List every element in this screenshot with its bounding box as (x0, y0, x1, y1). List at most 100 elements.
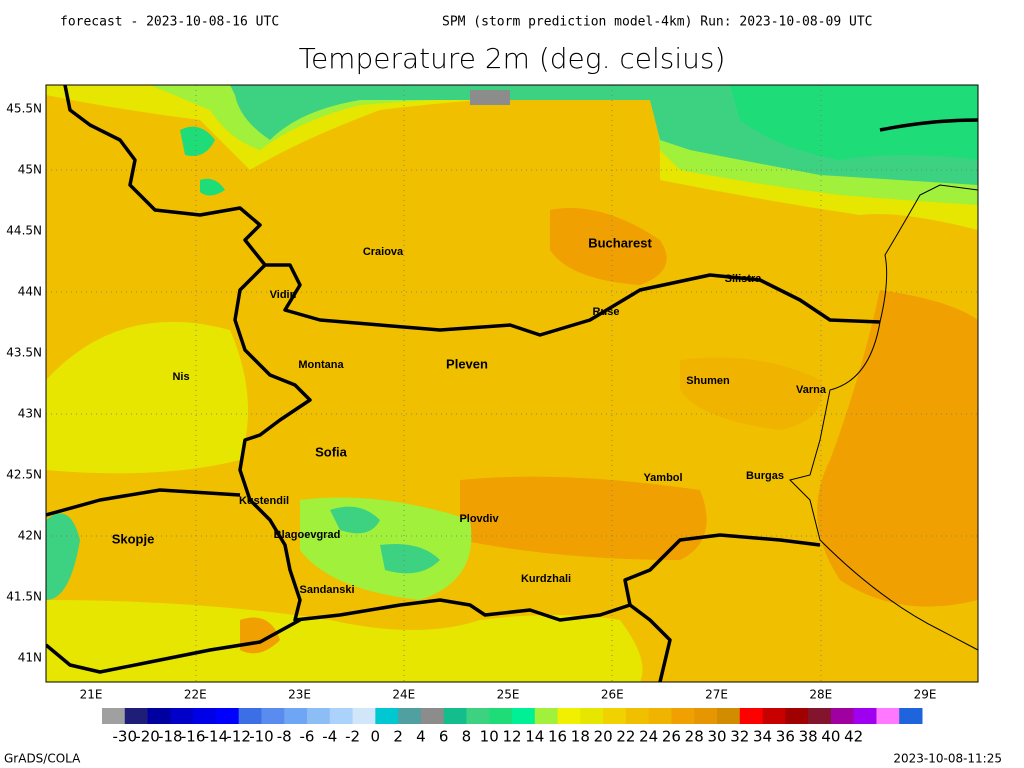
colorbar-label: 10 (480, 728, 499, 746)
colorbar-swatch (808, 708, 832, 724)
run-info: SPM (storm prediction model-4km) Run: 20… (442, 15, 872, 30)
lon-label: 26E (601, 688, 624, 702)
lat-label: 41N (18, 651, 42, 665)
lat-label: 45.5N (6, 102, 42, 116)
lat-label: 43N (18, 407, 42, 421)
colorbar-swatch (124, 708, 149, 724)
lon-label: 29E (914, 688, 937, 702)
colorbar-label: -4 (322, 728, 337, 746)
city-label: Bucharest (588, 235, 652, 250)
colorbar-label: 24 (639, 728, 658, 746)
colorbar-swatch (899, 708, 923, 724)
colorbar-label: -20 (135, 728, 160, 746)
colorbar-swatch (853, 708, 877, 724)
colorbar-label: 2 (393, 728, 403, 746)
colorbar-swatch (307, 708, 331, 724)
colorbar-label: 20 (594, 728, 613, 746)
colorbar-label: -16 (181, 728, 206, 746)
lat-label: 41.5N (6, 590, 42, 604)
colorbar-swatch (489, 708, 513, 724)
colorbar-label: 30 (707, 728, 726, 746)
colorbar-swatch (671, 708, 695, 724)
city-label: Yambol (643, 472, 682, 484)
colorbar-label: -10 (249, 728, 274, 746)
city-label: Craiova (363, 246, 404, 258)
footer-right: 2023-10-08-11:25 (893, 752, 1002, 766)
colorbar-swatch (443, 708, 467, 724)
colorbar-swatch (762, 708, 786, 724)
colorbar-swatch (603, 708, 627, 724)
city-label: Burgas (746, 470, 784, 482)
lat-label: 43.5N (6, 346, 42, 360)
city-label: Silistra (725, 273, 763, 285)
colorbar-swatch (170, 708, 194, 724)
colorbar-swatch (557, 708, 581, 724)
lon-label: 23E (288, 688, 311, 702)
colorbar-label: -30 (113, 728, 138, 746)
map-frame (45, 84, 979, 683)
colorbar-label: 36 (776, 728, 795, 746)
forecast-time: forecast - 2023-10-08-16 UTC (60, 15, 279, 30)
city-label: Vidin (270, 289, 297, 301)
colorbar-label: 38 (799, 728, 818, 746)
colorbar-swatch (785, 708, 809, 724)
colorbar-swatch (375, 708, 399, 724)
colorbar-swatch (352, 708, 376, 724)
lat-label: 44N (18, 285, 42, 299)
colorbar-swatch (717, 708, 741, 724)
city-label: Ruse (593, 306, 620, 318)
colorbar-label: -18 (158, 728, 183, 746)
lon-label: 22E (184, 688, 207, 702)
grid (46, 85, 978, 682)
colorbar-label: 42 (844, 728, 863, 746)
lon-label: 28E (809, 688, 832, 702)
temperature-field (46, 85, 978, 682)
colorbar-swatch (876, 708, 900, 724)
colorbar-label: 26 (662, 728, 681, 746)
city-label: Varna (796, 384, 827, 396)
lat-label: 44.5N (6, 224, 42, 238)
colorbar-label: 32 (730, 728, 749, 746)
colorbar-label: 40 (821, 728, 840, 746)
colorbar-swatch (398, 708, 422, 724)
lon-label: 21E (80, 688, 103, 702)
borders (46, 85, 978, 682)
colorbar-swatch (625, 708, 650, 724)
city-label: Kurdzhali (521, 573, 571, 585)
colorbar-swatch (420, 708, 445, 724)
colorbar-label: 34 (753, 728, 772, 746)
colorbar-label: 22 (616, 728, 635, 746)
colorbar-label: -2 (345, 728, 360, 746)
lat-label: 42.5N (6, 468, 42, 482)
colorbar-swatch (193, 708, 217, 724)
colorbar-swatch (739, 708, 764, 724)
colorbar-swatch (512, 708, 536, 724)
colorbar-swatch (238, 708, 262, 724)
city-label: Pleven (446, 356, 488, 371)
colorbar-swatch (830, 708, 855, 724)
city-label: Skopje (112, 531, 155, 546)
city-label: Sandanski (299, 584, 354, 596)
colorbar-label: 18 (571, 728, 590, 746)
lon-label: 27E (705, 688, 728, 702)
lat-label: 42N (18, 529, 42, 543)
lon-label: 24E (392, 688, 415, 702)
colorbar-label: -8 (277, 728, 292, 746)
colorbar-swatch (261, 708, 285, 724)
footer-left: GrADS/COLA (4, 752, 81, 766)
colorbar-label: 14 (525, 728, 544, 746)
city-label: Montana (298, 359, 344, 371)
colorbar-label: -14 (204, 728, 229, 746)
city-label: Kustendil (239, 495, 289, 507)
colorbar-swatch (102, 708, 126, 724)
colorbar-label: -6 (300, 728, 315, 746)
colorbar-swatch (284, 708, 308, 724)
colorbar-label: 0 (371, 728, 381, 746)
colorbar-swatch (329, 708, 354, 724)
colorbar-label: 28 (685, 728, 704, 746)
city-label: Sofia (315, 444, 348, 459)
lon-label: 25E (497, 688, 520, 702)
colorbar-swatch (534, 708, 559, 724)
city-label: Plovdiv (459, 513, 499, 525)
